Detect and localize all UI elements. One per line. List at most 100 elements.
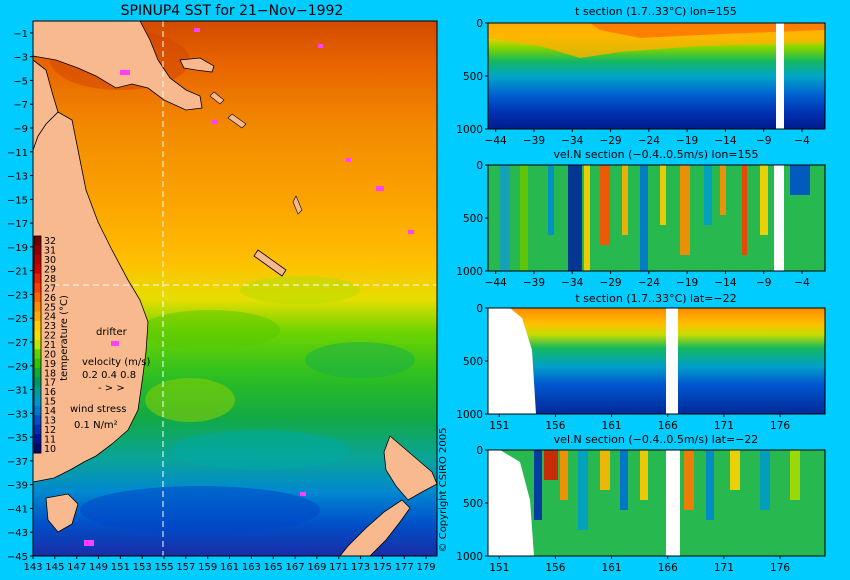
x-tick-label: 147 — [67, 562, 86, 573]
cool-eddy — [140, 310, 280, 350]
drifter-marker — [300, 492, 306, 496]
drifter-marker — [346, 158, 351, 162]
colorbar-swatch — [34, 320, 41, 331]
y-tick-label: −15 — [7, 195, 28, 206]
map-title: SPINUP4 SST for 21−Nov−1992 — [121, 3, 344, 19]
y-tick-label: −7 — [13, 100, 28, 111]
land-slope — [488, 450, 534, 556]
drifter-legend-label: drifter — [96, 327, 128, 338]
colorbar-tick-label: 15 — [44, 397, 56, 408]
cold-eddy — [80, 486, 320, 534]
colorbar-swatch — [34, 302, 41, 312]
x-tick-label: 165 — [264, 562, 283, 573]
y-tick-label: −31 — [7, 386, 28, 397]
y-tick-label: −37 — [7, 457, 28, 468]
cape-york — [32, 59, 59, 151]
colorbar-swatch — [34, 415, 41, 426]
colorbar-label: temperature (°C) — [59, 295, 70, 381]
colorbar-tick-label: 22 — [44, 331, 56, 342]
t-section-lon-panel: t section (1.7..33°C) lon=155 −44 −39 −34−… — [456, 5, 826, 147]
colorbar-swatch — [34, 424, 41, 435]
x-tick-label: 143 — [23, 562, 42, 573]
colorbar-tick-label: 23 — [44, 321, 56, 332]
velocity-legend-values: 0.2 0.4 0.8 — [82, 370, 136, 381]
y-tick-label: 500 — [463, 71, 483, 83]
land-gap — [666, 450, 680, 556]
x-tick-label: 159 — [198, 562, 217, 573]
colorbar-frame — [33, 235, 42, 454]
colorbar-swatch — [34, 396, 41, 407]
y-tick-label: 0 — [476, 445, 483, 457]
colorbar-tick-label: 12 — [44, 425, 56, 436]
drifter-marker — [194, 28, 200, 32]
new-guinea — [32, 20, 203, 111]
colorbar-swatch — [34, 311, 41, 322]
x-tick-label: −34 — [561, 135, 583, 147]
y-axis: 0 500 1000 — [456, 303, 488, 421]
solomon-islands — [227, 113, 247, 129]
x-axis: 151 156 161 166 171 176 — [489, 556, 790, 574]
x-tick-label: −29 — [599, 277, 621, 289]
colorbar-swatch — [34, 349, 41, 360]
colorbar-swatch — [34, 339, 41, 350]
x-tick-label: 179 — [417, 562, 436, 573]
colorbar: 3231302928272625242322212019181716151413… — [33, 235, 70, 455]
colorbar-tick-label: 29 — [44, 265, 56, 276]
wind-legend-value: 0.1 N/m² — [74, 420, 118, 431]
x-tick-label: 171 — [329, 562, 348, 573]
map-legend: drifter velocity (m/s) 0.2 0.4 0.8 - > >… — [70, 327, 150, 431]
colorbar-tick-label: 30 — [44, 255, 56, 266]
drifter-marker — [318, 44, 323, 48]
solomon-islands — [209, 91, 225, 105]
x-tick-label: 145 — [45, 562, 64, 573]
colorbar-tick-label: 21 — [44, 340, 56, 351]
y-tick-label: −1 — [13, 29, 28, 40]
y-tick-label: −25 — [7, 314, 28, 325]
x-tick-label: −19 — [676, 135, 698, 147]
colorbar-swatch — [34, 264, 41, 275]
x-tick-label: 169 — [307, 562, 326, 573]
x-tick-label: −9 — [756, 277, 771, 289]
tasmania — [45, 493, 79, 533]
x-tick-label: 166 — [658, 562, 678, 574]
cool-eddy — [305, 342, 415, 378]
x-tick-label: −24 — [638, 277, 660, 289]
x-tick-label: 161 — [602, 562, 622, 574]
x-tick-label: −14 — [714, 135, 736, 147]
y-tick-label: −29 — [7, 362, 28, 373]
drifter-marker — [376, 186, 384, 191]
x-tick-label: −34 — [561, 277, 583, 289]
y-tick-label: −19 — [7, 243, 28, 254]
x-tick-label: 166 — [658, 420, 678, 432]
colorbar-tick-label: 32 — [44, 236, 56, 247]
y-tick-label: −17 — [7, 219, 28, 230]
colorbar-swatch — [34, 434, 41, 445]
x-tick-label: 176 — [770, 420, 790, 432]
new-zealand-north — [383, 435, 438, 501]
x-tick-label: −9 — [756, 135, 771, 147]
x-tick-label: −39 — [523, 277, 545, 289]
drifter-marker — [408, 230, 414, 234]
veln-section-lon-panel: vel.N section (−0.4..0.5m/s) lon=155 −44… — [456, 148, 826, 289]
x-tick-label: −24 — [638, 135, 660, 147]
x-tick-label: −44 — [485, 277, 507, 289]
land-gap — [776, 23, 784, 129]
section-field — [488, 308, 825, 414]
x-tick-label: −39 — [523, 135, 545, 147]
panel-title: vel.N section (−0.4..0.5m/s) lat=−22 — [554, 433, 759, 446]
colorbar-swatch — [34, 330, 41, 341]
land-gap — [774, 165, 784, 271]
y-tick-label: −5 — [13, 76, 28, 87]
colorbar-tick-label: 17 — [44, 378, 56, 389]
colorbar-ticks: 3231302928272625242322212019181716151413… — [44, 236, 56, 455]
colorbar-swatch — [34, 254, 41, 265]
y-tick-label: −11 — [7, 148, 28, 159]
y-tick-label: 500 — [463, 356, 483, 368]
colorbar-swatch — [34, 386, 41, 397]
x-axis: −44 −39 −34 −29 −24 −19 −14 −9 −4 — [485, 129, 810, 147]
velocity-legend-title: velocity (m/s) — [82, 357, 150, 368]
veln-section-lat-panel: vel.N section (−0.4..0.5m/s) lat=−22 151… — [456, 433, 826, 574]
colorbar-swatch — [34, 292, 41, 303]
colorbar-swatch — [34, 245, 41, 256]
